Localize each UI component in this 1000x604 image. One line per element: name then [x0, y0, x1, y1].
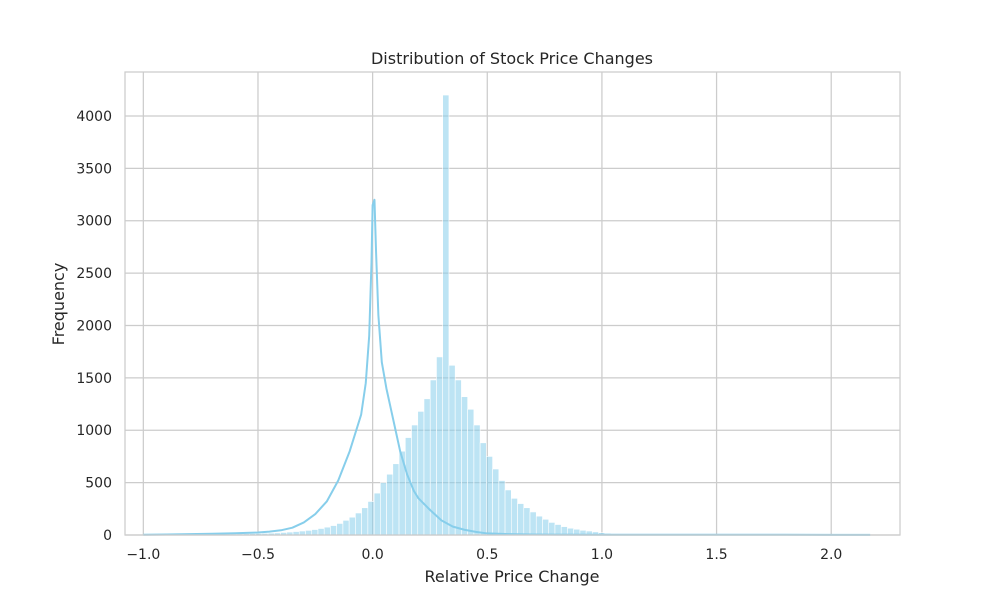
- histogram-bar: [362, 508, 368, 535]
- y-tick-label: 0: [103, 528, 112, 544]
- histogram-bar: [318, 529, 324, 535]
- y-tick-label: 4000: [76, 109, 112, 125]
- histogram-bar: [337, 523, 343, 535]
- histogram-bar: [486, 456, 492, 535]
- histogram-bar: [549, 522, 555, 535]
- histogram-bar: [387, 474, 393, 535]
- y-tick-label: 1000: [76, 423, 112, 439]
- histogram-bar: [480, 443, 486, 535]
- histogram-bar: [505, 490, 511, 535]
- histogram-bar: [312, 530, 318, 535]
- histogram-bar: [555, 525, 561, 535]
- x-tick-label: −0.5: [241, 547, 275, 563]
- x-tick-label: 0.0: [362, 547, 384, 563]
- histogram-bar: [412, 425, 418, 535]
- histogram-bar: [493, 469, 499, 535]
- histogram-bar: [436, 357, 442, 535]
- y-tick-label: 1500: [76, 371, 112, 387]
- histogram-bar: [380, 483, 386, 535]
- histogram-bar: [424, 399, 430, 535]
- histogram-bar: [536, 516, 542, 535]
- chart-title: Distribution of Stock Price Changes: [371, 49, 653, 68]
- x-tick-label: −1.0: [126, 547, 160, 563]
- histogram-bar: [449, 365, 455, 535]
- histogram-bar: [474, 425, 480, 535]
- histogram-bar: [524, 508, 530, 535]
- y-tick-label: 3000: [76, 214, 112, 230]
- histogram-bar: [355, 513, 361, 535]
- histogram-bar: [368, 501, 374, 535]
- x-tick-label: 0.5: [476, 547, 498, 563]
- histogram-bar: [330, 526, 336, 535]
- histogram-bar: [518, 504, 524, 535]
- y-axis-title: Frequency: [49, 263, 68, 346]
- histogram-bar: [405, 438, 411, 535]
- histogram-bar: [374, 493, 380, 535]
- histogram-bar: [418, 411, 424, 535]
- histogram-bar: [393, 464, 399, 535]
- histogram-bar: [305, 530, 311, 535]
- x-axis-title: Relative Price Change: [425, 567, 600, 586]
- y-tick-label: 2500: [76, 266, 112, 282]
- x-tick-label: 1.0: [591, 547, 613, 563]
- histogram-bar: [343, 520, 349, 535]
- histogram-bar: [499, 481, 505, 535]
- histogram-bar: [461, 397, 467, 535]
- x-tick-label: 2.0: [820, 547, 842, 563]
- histogram-bar: [324, 527, 330, 535]
- y-tick-label: 3500: [76, 161, 112, 177]
- histogram-bar: [468, 409, 474, 535]
- x-tick-label: 1.5: [705, 547, 727, 563]
- histogram-bar: [443, 95, 449, 535]
- histogram-bar: [542, 519, 548, 535]
- plot-background: [125, 72, 900, 535]
- histogram-bar: [349, 517, 355, 535]
- histogram-bar: [530, 512, 536, 535]
- histogram-bar: [511, 498, 517, 535]
- y-tick-label: 2000: [76, 318, 112, 334]
- histogram-bar: [455, 380, 461, 535]
- y-tick-label: 500: [85, 476, 112, 492]
